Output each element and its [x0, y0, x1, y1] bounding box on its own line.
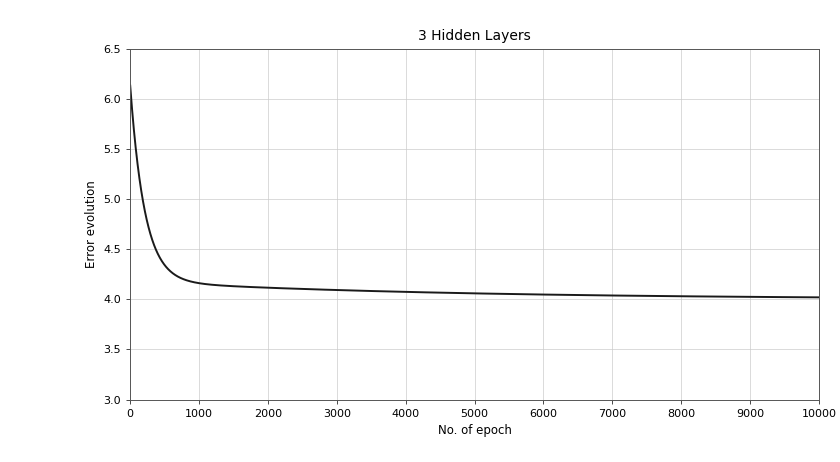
X-axis label: No. of epoch: No. of epoch — [438, 424, 512, 437]
Y-axis label: Error evolution: Error evolution — [85, 180, 98, 268]
Title: 3 Hidden Layers: 3 Hidden Layers — [418, 29, 531, 43]
